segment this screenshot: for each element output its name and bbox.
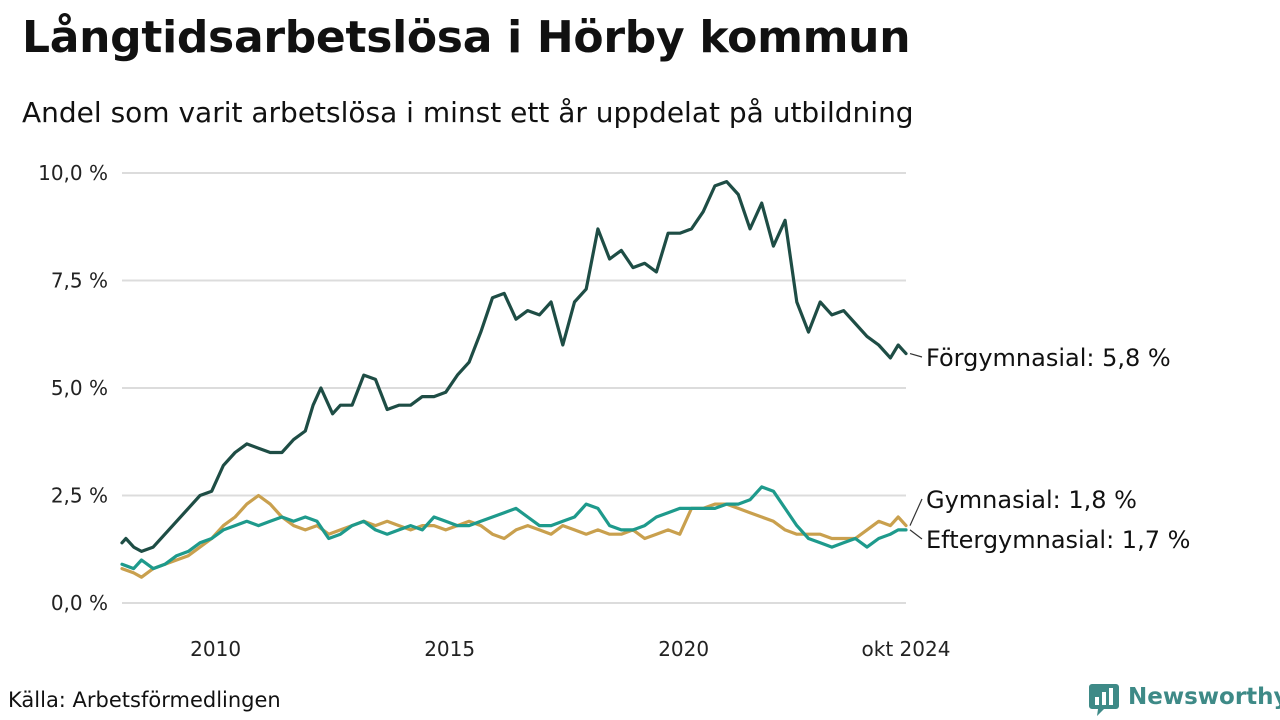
- y-tick-label: 5,0 %: [51, 376, 108, 400]
- y-tick-label: 0,0 %: [51, 591, 108, 615]
- label-leader-line: [909, 498, 923, 526]
- series-lines: [120, 180, 908, 579]
- x-tick-label: 2010: [190, 637, 241, 661]
- label-leader-line: [909, 353, 923, 358]
- chart-subtitle: Andel som varit arbetslösa i minst ett å…: [22, 96, 914, 129]
- series-line-förgymnasial: [120, 180, 908, 553]
- x-tick-label: 2020: [658, 637, 709, 661]
- x-tick-label: okt 2024: [862, 637, 951, 661]
- label-leader-line: [909, 529, 923, 540]
- y-tick-label: 2,5 %: [51, 484, 108, 508]
- chart-title: Långtidsarbetslösa i Hörby kommun: [22, 12, 911, 63]
- y-tick-label: 10,0 %: [38, 161, 108, 185]
- y-axis-labels: 0,0 % 2,5 % 5,0 % 7,5 % 10,0 %: [38, 161, 108, 615]
- y-tick-label: 7,5 %: [51, 269, 108, 293]
- brand-name: Newsworthy: [1128, 684, 1280, 710]
- series-end-label: Eftergymnasial: 1,7 %: [926, 526, 1190, 554]
- series-line-eftergymnasial: [120, 485, 908, 571]
- line-chart: 0,0 % 2,5 % 5,0 % 7,5 % 10,0 % 2010 2015 2020 o…: [38, 161, 1190, 661]
- newsworthy-logo-icon: [1089, 684, 1119, 716]
- series-end-label: Förgymnasial: 5,8 %: [926, 344, 1171, 372]
- x-tick-label: 2015: [424, 637, 475, 661]
- x-axis-labels: 2010 2015 2020 okt 2024: [190, 637, 950, 661]
- series-line-gymnasial: [120, 493, 908, 579]
- brand-logo: Newsworthy: [1088, 682, 1280, 720]
- series-end-labels: Förgymnasial: 5,8 % Gymnasial: 1,8 % Efter…: [909, 344, 1190, 554]
- series-end-label: Gymnasial: 1,8 %: [926, 486, 1137, 514]
- source-note: Källa: Arbetsförmedlingen: [8, 688, 281, 712]
